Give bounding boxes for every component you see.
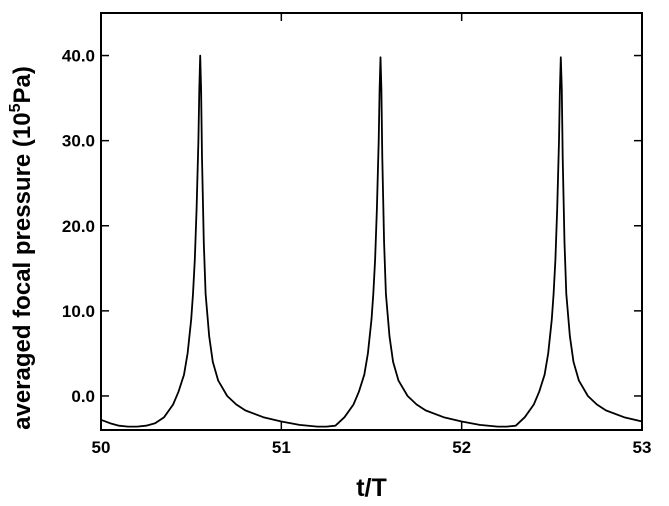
x-axis-ticks: 50 51 52 53	[92, 13, 652, 457]
y-tick-label: 10.0	[62, 302, 95, 321]
y-axis-title-superscript: 5	[7, 103, 24, 112]
series-line	[100, 54, 643, 428]
y-tick-label: 40.0	[62, 47, 95, 66]
y-tick-label: 20.0	[62, 217, 95, 236]
y-tick-label: 0.0	[71, 387, 95, 406]
y-axis-title: averaged focal pressure (105Pa)	[7, 66, 36, 430]
y-tick-label: 30.0	[62, 132, 95, 151]
x-tick-label: 51	[272, 438, 291, 457]
y-axis-ticks: 0.0 10.0 20.0 30.0 40.0	[62, 47, 642, 406]
y-axis-title-main: averaged focal pressure (10	[9, 112, 36, 430]
x-axis-title: t/T	[356, 474, 387, 502]
y-axis-title-unit: Pa)	[9, 66, 36, 103]
plot-frame	[100, 12, 643, 431]
x-tick-label: 52	[452, 438, 471, 457]
x-tick-label: 50	[92, 438, 111, 457]
x-tick-label: 53	[633, 438, 652, 457]
